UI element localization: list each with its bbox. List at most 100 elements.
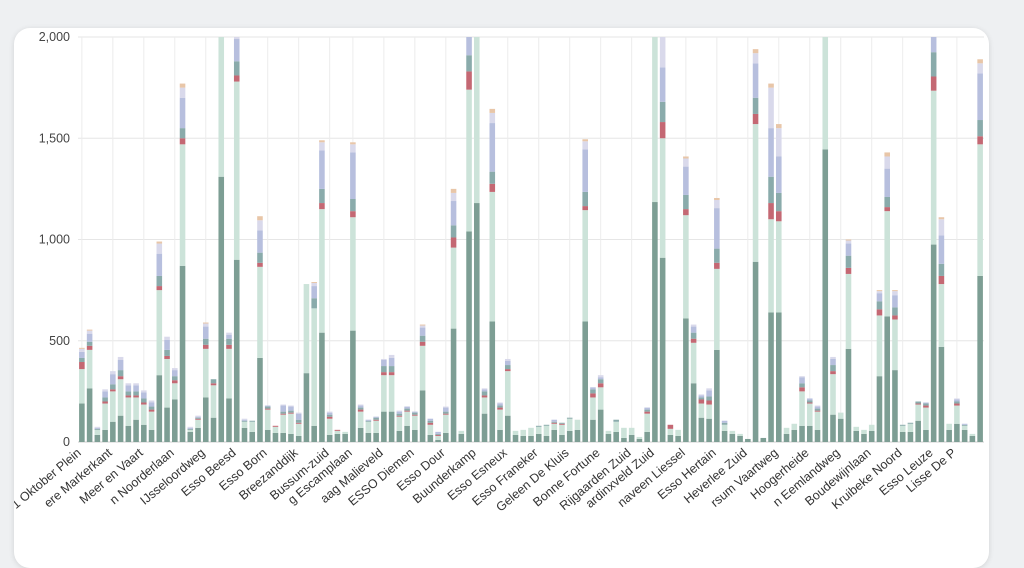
bar-segment[interactable] xyxy=(466,89,472,232)
bar-segment[interactable] xyxy=(690,324,697,327)
bar-segment[interactable] xyxy=(938,284,945,347)
bar-segment[interactable] xyxy=(357,407,364,410)
bar-stack[interactable] xyxy=(566,417,573,442)
bar-segment[interactable] xyxy=(311,298,317,309)
bar-segment[interactable] xyxy=(737,435,743,442)
bar-segment[interactable] xyxy=(450,328,457,442)
bar-segment[interactable] xyxy=(125,397,132,426)
bar-segment[interactable] xyxy=(582,206,588,211)
bar-segment[interactable] xyxy=(233,37,240,40)
bar-segment[interactable] xyxy=(590,397,596,420)
bar-stack[interactable] xyxy=(853,426,860,442)
bar-segment[interactable] xyxy=(388,372,395,376)
bar-stack[interactable] xyxy=(791,423,798,442)
bar-segment[interactable] xyxy=(938,217,945,220)
bar-segment[interactable] xyxy=(876,293,883,302)
bar-segment[interactable] xyxy=(419,325,426,328)
bar-segment[interactable] xyxy=(923,402,929,404)
bar-segment[interactable] xyxy=(690,383,697,442)
bar-segment[interactable] xyxy=(427,422,434,425)
bar-segment[interactable] xyxy=(156,243,163,254)
bar-segment[interactable] xyxy=(412,411,418,413)
bar-segment[interactable] xyxy=(876,301,883,310)
bar-segment[interactable] xyxy=(876,309,883,316)
bar-stack[interactable] xyxy=(125,383,132,442)
bar-segment[interactable] xyxy=(272,432,279,442)
bar-segment[interactable] xyxy=(497,407,503,410)
bar-segment[interactable] xyxy=(497,402,503,404)
bar-segment[interactable] xyxy=(319,203,325,210)
bar-segment[interactable] xyxy=(381,372,387,376)
bar-segment[interactable] xyxy=(102,401,108,404)
bar-segment[interactable] xyxy=(582,141,588,150)
bar-segment[interactable] xyxy=(489,191,496,322)
bar-segment[interactable] xyxy=(117,376,124,380)
bar-segment[interactable] xyxy=(938,219,945,236)
bar-segment[interactable] xyxy=(776,124,782,129)
bar-segment[interactable] xyxy=(923,429,929,442)
bar-segment[interactable] xyxy=(776,128,782,157)
bar-segment[interactable] xyxy=(690,332,697,339)
bar-segment[interactable] xyxy=(443,413,449,415)
bar-segment[interactable] xyxy=(303,284,310,374)
bar-segment[interactable] xyxy=(837,412,844,419)
bar-segment[interactable] xyxy=(280,413,286,415)
bar-segment[interactable] xyxy=(806,403,813,426)
bar-segment[interactable] xyxy=(814,405,821,407)
bar-segment[interactable] xyxy=(768,176,774,204)
bar-segment[interactable] xyxy=(520,435,527,442)
bar-segment[interactable] xyxy=(884,207,890,212)
bar-segment[interactable] xyxy=(148,406,155,410)
bar-segment[interactable] xyxy=(915,403,921,405)
bar-stack[interactable] xyxy=(102,389,108,442)
bar-segment[interactable] xyxy=(311,286,317,299)
bar-segment[interactable] xyxy=(133,395,139,398)
bar-segment[interactable] xyxy=(466,37,472,56)
bar-stack[interactable] xyxy=(373,416,379,442)
bar-segment[interactable] xyxy=(597,383,604,388)
bar-segment[interactable] xyxy=(954,399,960,402)
bar-segment[interactable] xyxy=(667,434,674,442)
bar-segment[interactable] xyxy=(156,275,163,287)
bar-segment[interactable] xyxy=(504,361,511,366)
bar-segment[interactable] xyxy=(79,357,85,363)
bar-segment[interactable] xyxy=(102,397,108,402)
bar-segment[interactable] xyxy=(899,431,906,442)
bar-stack[interactable] xyxy=(412,411,418,442)
bar-segment[interactable] xyxy=(512,434,519,442)
bar-segment[interactable] xyxy=(342,433,348,442)
bar-segment[interactable] xyxy=(86,341,93,346)
bar-segment[interactable] xyxy=(474,203,480,442)
bar-segment[interactable] xyxy=(683,166,689,195)
bar-segment[interactable] xyxy=(164,349,170,356)
bar-stack[interactable] xyxy=(644,407,650,442)
bar-segment[interactable] xyxy=(210,417,217,442)
bar-segment[interactable] xyxy=(768,83,774,88)
bar-segment[interactable] xyxy=(156,290,163,376)
bar-stack[interactable] xyxy=(110,371,116,442)
bar-segment[interactable] xyxy=(776,211,782,222)
bar-segment[interactable] xyxy=(195,416,201,418)
bar-segment[interactable] xyxy=(381,411,387,442)
bar-segment[interactable] xyxy=(218,37,225,177)
bar-segment[interactable] xyxy=(636,438,643,442)
bar-segment[interactable] xyxy=(419,345,426,391)
bar-segment[interactable] xyxy=(938,263,945,276)
bar-segment[interactable] xyxy=(156,375,163,442)
bar-segment[interactable] xyxy=(752,49,759,54)
bar-segment[interactable] xyxy=(404,406,410,409)
bar-segment[interactable] xyxy=(830,414,836,442)
bar-stack[interactable] xyxy=(419,324,426,442)
bar-segment[interactable] xyxy=(350,199,356,212)
bar-stack[interactable] xyxy=(946,423,952,442)
bar-segment[interactable] xyxy=(868,424,875,431)
bar-segment[interactable] xyxy=(504,371,511,416)
bar-segment[interactable] xyxy=(388,375,395,412)
bar-segment[interactable] xyxy=(396,416,403,431)
bar-segment[interactable] xyxy=(264,408,271,410)
bar-segment[interactable] xyxy=(102,429,108,442)
bar-segment[interactable] xyxy=(443,407,449,412)
bar-segment[interactable] xyxy=(791,429,798,442)
bar-segment[interactable] xyxy=(845,240,852,244)
bar-segment[interactable] xyxy=(497,403,503,406)
